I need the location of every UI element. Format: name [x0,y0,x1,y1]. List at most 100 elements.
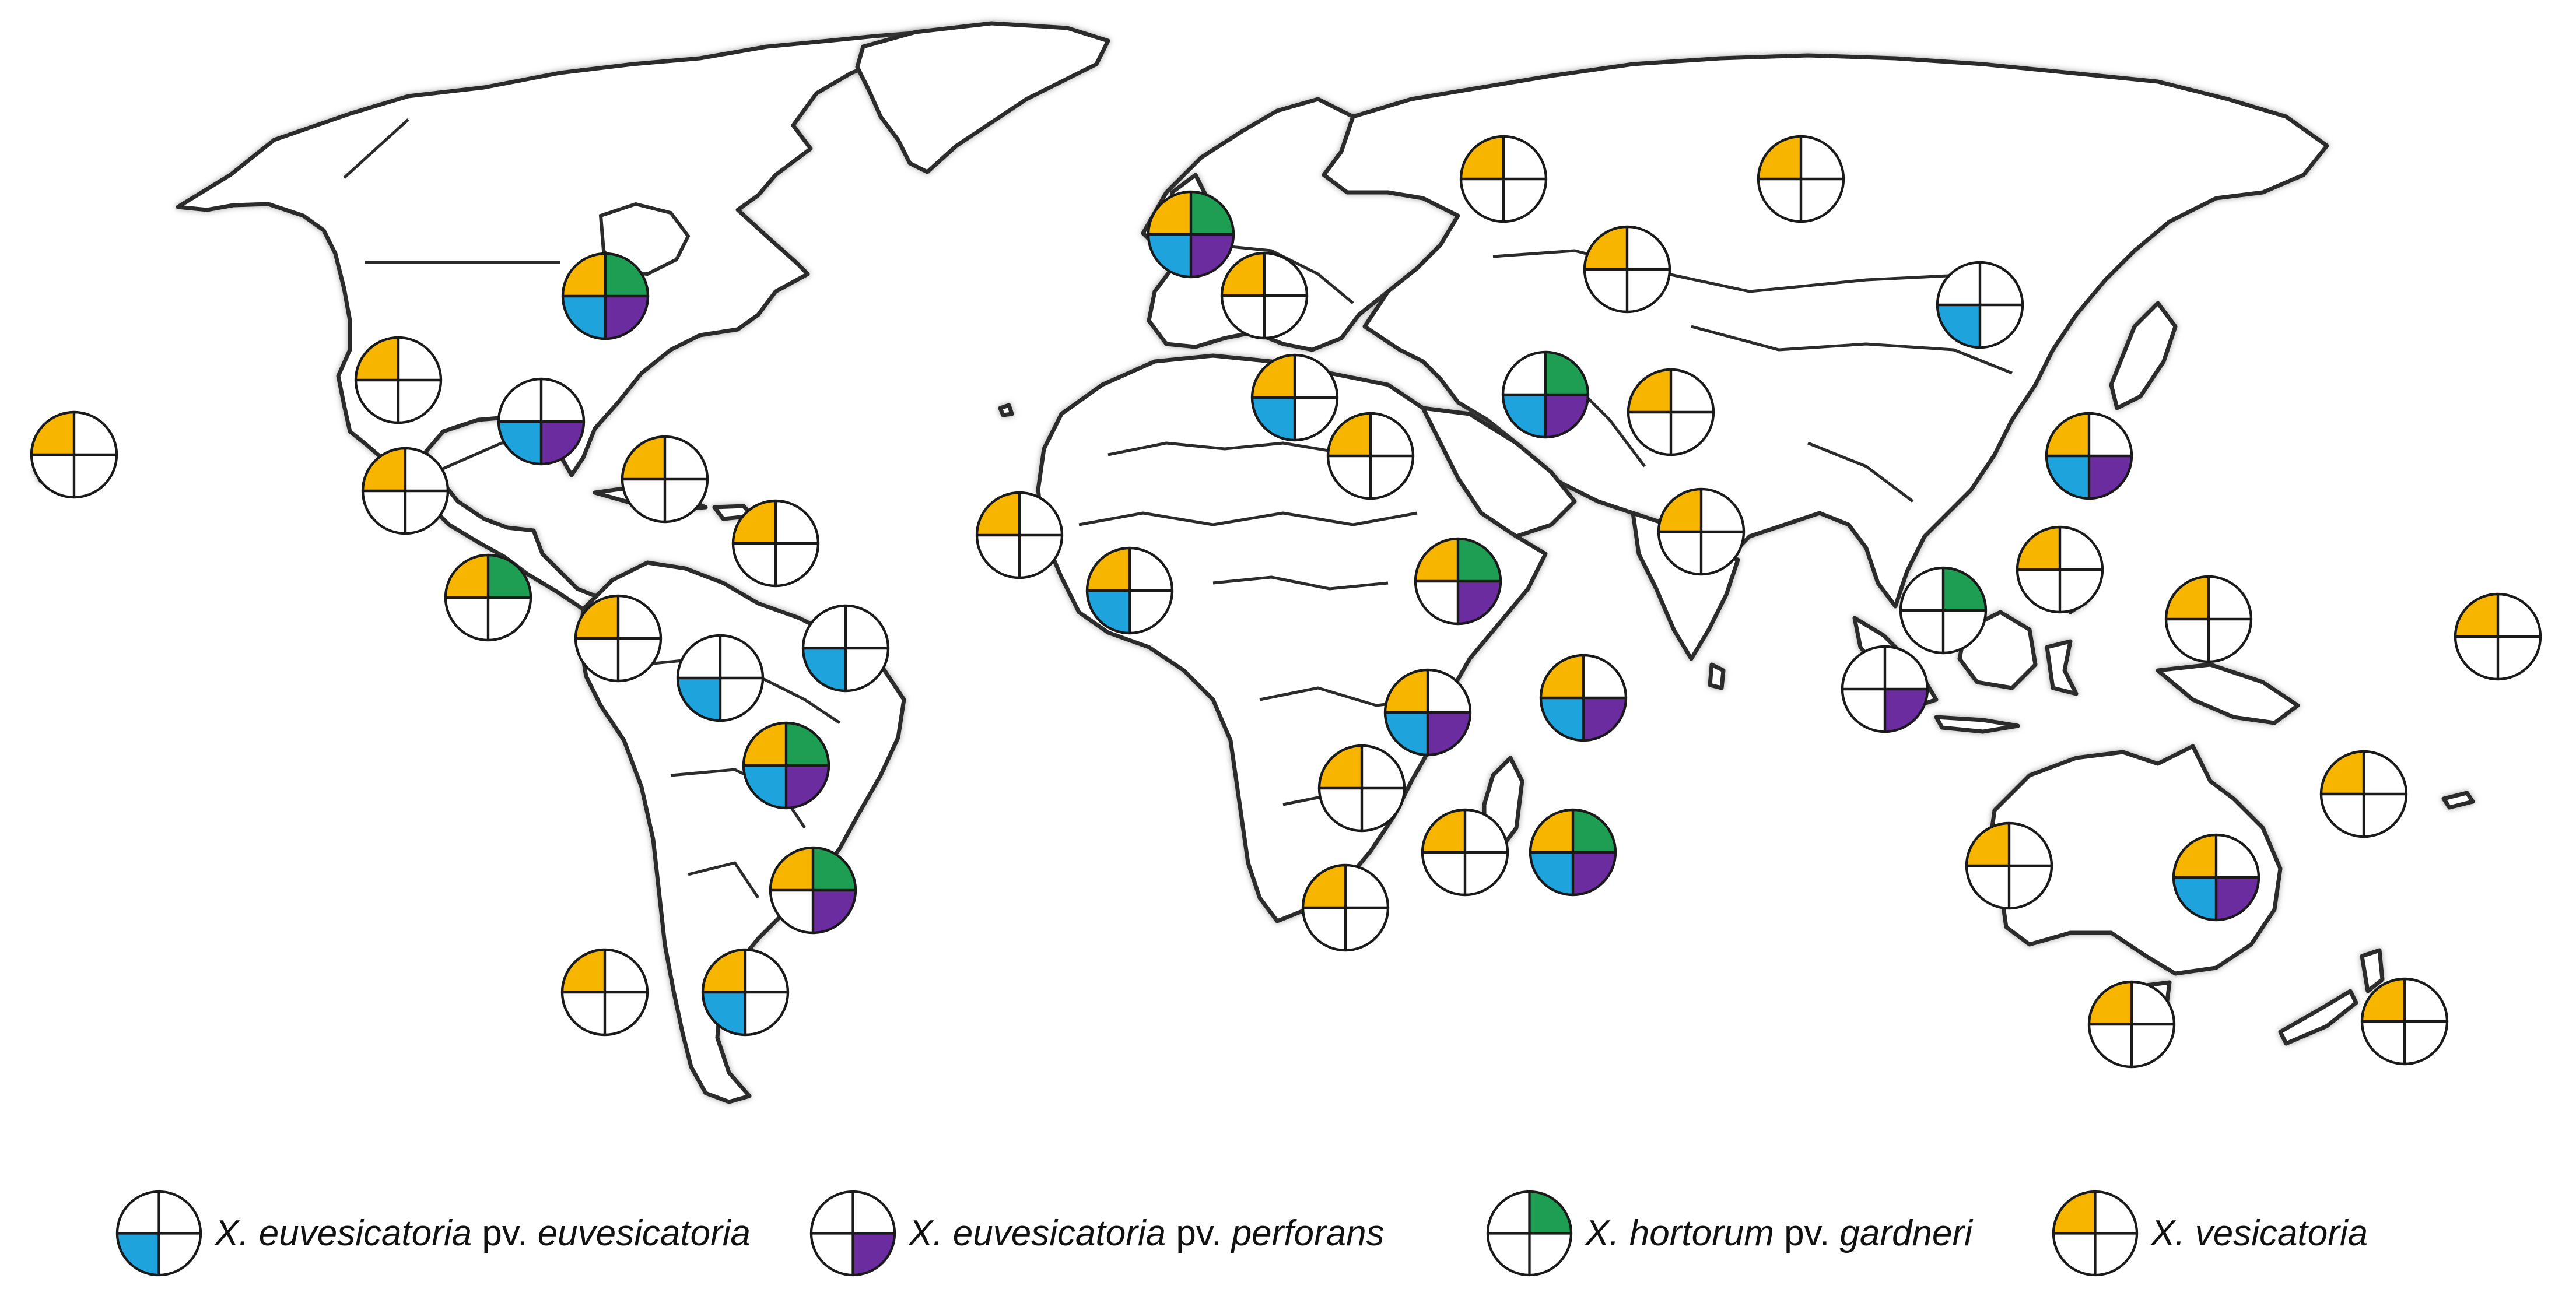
pie-outline [115,1190,202,1276]
pie-argentina [701,948,790,1037]
pie-central-america [444,553,532,642]
pie-south-africa-quadrant-tl [1303,865,1345,908]
legend-pie-perforans [809,1190,896,1276]
pie-balkans-quadrant-tl [1222,253,1264,296]
pie-eastern-australia-quadrant-tl [2174,835,2216,877]
pie-outline [1529,808,1617,897]
pie-new-guinea [2164,575,2253,663]
pie-outline [1486,1190,1573,1276]
pie-outline [1965,821,2053,910]
pie-reunion-mauritius-quadrant-bl [1530,852,1573,895]
pie-outline [1414,537,1502,626]
pie-southeastern-usa-quadrant-bl [499,422,541,464]
world-map [30,21,2542,1104]
sulawesi-landmass [2045,639,2079,696]
location-pies [30,135,2542,1069]
pie-south-china-quadrant-br [2089,456,2132,498]
pie-north-africa [1250,353,1339,442]
pie-west-africa-quadrant-tl [1087,548,1130,591]
pie-western-europe-quadrant-tl [1148,192,1191,234]
pie-caribbean [621,435,709,524]
pie-western-usa [354,336,443,424]
pie-seychelles-quadrant-br [1583,698,1626,740]
pie-new-caledonia-quadrant-tl [2321,751,2364,794]
pie-outline [561,252,650,340]
legend-item-vesicatoria: X. vesicatoria [2050,1178,2368,1288]
pie-outline [30,410,118,499]
pie-south-africa [1301,863,1390,952]
pie-outline [742,721,830,810]
legend-pie-gardneri-icon [1486,1190,1573,1276]
pie-outline [1841,645,1929,733]
pie-outline [2087,980,2176,1069]
pie-russia-east [1757,135,1845,223]
pie-northeast-brazil-quadrant-bl [803,648,846,691]
pie-western-europe-quadrant-tr [1191,192,1233,234]
pie-northeastern-usa-quadrant-br [605,296,648,339]
pie-middle-east-quadrant-tl [1328,413,1371,456]
pie-pacific-islands [2454,592,2542,681]
pie-west-africa [1085,546,1174,635]
pie-outline [497,377,586,466]
pie-ethiopia-quadrant-tl [1415,539,1458,581]
pie-outline [1421,808,1509,897]
pie-iran [1501,350,1590,439]
pie-reunion-mauritius-quadrant-tl [1530,810,1573,852]
pie-outline [361,447,450,535]
legend-label: X. euvesicatoria pv. euvesicatoria [215,1213,751,1253]
pie-central-brazil [742,721,830,810]
pie-middle-east [1326,412,1415,500]
pie-reunion-mauritius-quadrant-br [1573,852,1615,895]
pie-eastern-australia [2172,833,2260,922]
pie-outline [975,491,1064,579]
pie-central-asia [1583,225,1671,314]
new-zealand-landmass [2360,948,2385,993]
pie-pakistan [1627,368,1715,456]
pie-outline [2172,833,2260,922]
legend-item-gardneri: X. hortorum pv. gardneri [1484,1178,1972,1288]
pie-argentina-quadrant-tl [703,950,745,992]
pie-outline [574,594,663,683]
pie-india-quadrant-tl [1659,489,1701,532]
africa-borders-central [1212,575,1389,591]
pie-outline [1250,353,1339,442]
atlantic-islands-landmass [998,403,1014,417]
arabia-landmass [1421,406,1577,539]
legend-pie-vesicatoria-quadrant-tl [2053,1191,2095,1233]
pie-western-usa-quadrant-tl [356,338,398,380]
pie-outline [2454,592,2542,681]
pie-west-africa-coast-quadrant-tl [977,493,1019,535]
pie-southern-brazil-quadrant-br [813,890,856,933]
pie-russia-west-quadrant-tl [1461,136,1503,179]
pie-reunion-mauritius-quadrant-tr [1573,810,1615,852]
pie-outline [2052,1190,2139,1276]
pie-eastern-australia-quadrant-br [2216,877,2259,920]
pie-tasmania [2087,980,2176,1069]
pie-new-zealand-quadrant-tl [2362,979,2405,1021]
pie-guiana [676,634,765,722]
china-border [1691,325,2013,375]
pie-ethiopia [1414,537,1502,626]
africa-borders-north [1107,441,1354,456]
new-caledonia-landmass [2441,791,2475,810]
legend-pie-gardneri [1486,1190,1573,1276]
pie-outline [801,604,890,693]
pie-outline [1583,225,1671,314]
south-america-borders-south [688,861,760,899]
pie-outline [1539,654,1628,742]
legend-item-perforans: X. euvesicatoria pv. perforans [808,1178,1385,1288]
pie-reunion-mauritius [1529,808,1617,897]
pie-caribbean-quadrant-tl [622,437,665,479]
legend-label: X. hortorum pv. gardneri [1585,1213,1972,1253]
pie-north-china [1936,261,2024,349]
pie-southeastern-usa [497,377,586,466]
pie-new-zealand [2360,977,2449,1066]
pie-outline [1220,251,1309,340]
pie-outline [676,634,765,722]
pie-venezuela [574,594,663,683]
pie-western-europe-quadrant-bl [1148,234,1191,277]
pie-east-africa-quadrant-br [1428,712,1470,755]
pie-northeastern-usa-quadrant-tr [605,254,648,296]
pie-outline [1301,863,1390,952]
pie-central-brazil-quadrant-tl [744,723,786,765]
